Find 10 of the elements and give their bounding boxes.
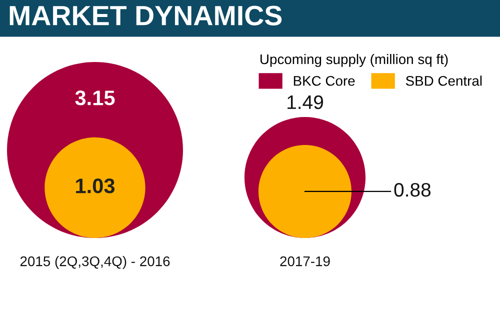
legend-label: SBD Central bbox=[406, 76, 482, 86]
data-label: 1.03 bbox=[76, 178, 115, 194]
legend-title: Upcoming supply (million sq ft) bbox=[260, 54, 448, 67]
data-label: 3.15 bbox=[75, 90, 115, 106]
data-label: 0.88 bbox=[394, 182, 431, 197]
legend-label: BKC Core bbox=[294, 76, 355, 86]
category-label: 2017-19 bbox=[280, 256, 330, 266]
category-label: 2015 (2Q,3Q,4Q) - 2016 bbox=[20, 256, 170, 269]
data-label: 1.49 bbox=[288, 95, 323, 110]
text: MARKET DYNAMICS bbox=[10, 6, 282, 26]
